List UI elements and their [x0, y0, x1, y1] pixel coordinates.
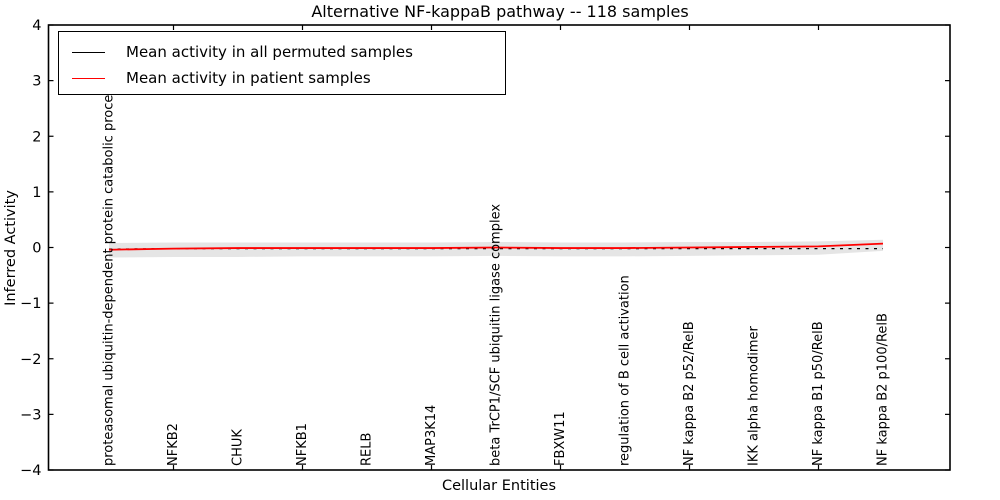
x-category-label: regulation of B cell activation	[618, 275, 633, 466]
std-band	[109, 239, 883, 258]
chart-title: Alternative NF-kappaB pathway -- 118 sam…	[311, 2, 689, 21]
y-tick-label: −1	[20, 296, 41, 312]
legend-box: Mean activity in all permuted samples Me…	[58, 31, 506, 95]
y-tick-label: −3	[20, 407, 41, 423]
x-category-label: NF kappa B1 p50/RelB	[811, 321, 826, 466]
y-tick-label: −4	[20, 463, 41, 479]
y-tick-label: −2	[20, 352, 41, 368]
x-axis-label: Cellular Entities	[441, 478, 557, 494]
x-category-label: NF kappa B2 p100/RelB	[876, 313, 891, 466]
x-category-label: CHUK	[231, 429, 246, 466]
legend-entry-patient: Mean activity in patient samples	[59, 65, 371, 91]
legend-label: Mean activity in all permuted samples	[126, 43, 413, 61]
x-category-label: IKK alpha homodimer	[747, 325, 762, 466]
patient-mean-line	[108, 242, 884, 251]
y-tick-label: 2	[32, 129, 41, 145]
y-tick-label: 1	[32, 185, 41, 201]
x-category-label: RELB	[360, 433, 375, 466]
x-category-label: beta TrCP1/SCF ubiquitin ligase complex	[489, 204, 504, 466]
x-category-label: NFKB1	[295, 423, 310, 466]
legend-label: Mean activity in patient samples	[126, 69, 371, 87]
x-category-label: MAP3K14	[424, 405, 439, 466]
y-tick-label: 0	[32, 241, 41, 257]
y-tick-label: 4	[32, 18, 41, 34]
patient-line-swatch-icon	[72, 77, 105, 79]
y-axis-label: Inferred Activity	[3, 190, 19, 306]
x-category-label: NF kappa B2 p52/RelB	[682, 321, 697, 466]
permuted-line-swatch-icon	[72, 51, 105, 53]
x-category-label: NFKB2	[166, 423, 181, 466]
legend-entry-permuted: Mean activity in all permuted samples	[59, 39, 413, 65]
x-category-label: proteasomal ubiquitin-dependent protein …	[102, 81, 117, 466]
y-tick-label: 3	[32, 74, 41, 90]
x-category-label: FBXW11	[553, 411, 568, 466]
